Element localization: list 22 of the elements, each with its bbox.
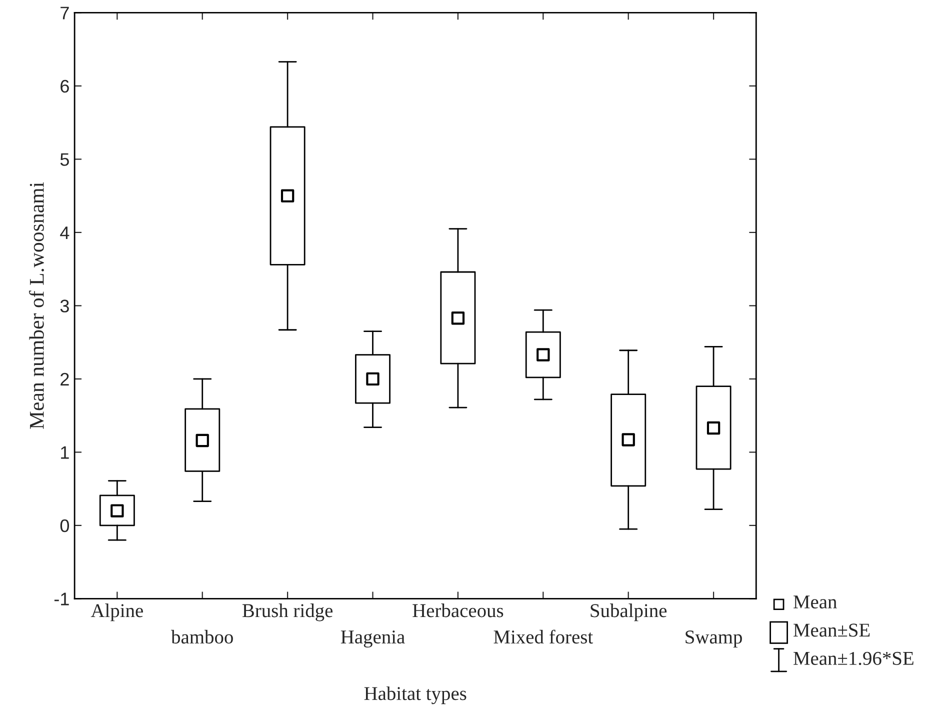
y-tick-label: 1 — [61, 446, 69, 459]
y-tick-label: 3 — [60, 300, 69, 312]
y-tick-label: -1 — [54, 592, 69, 606]
x-tick-label: Herbaceous — [412, 604, 504, 618]
y-tick-label: 0 — [60, 519, 70, 532]
text: Mean±SE — [794, 624, 870, 637]
y-tick-label: 4 — [60, 226, 70, 239]
y-tick-label: 5 — [60, 153, 69, 166]
x-tick-label: Hagenia — [340, 630, 405, 648]
x-tick-label: bamboo — [171, 630, 233, 644]
x-tick-label: Swamp — [686, 630, 742, 648]
y-tick-label: 6 — [60, 80, 69, 93]
text: Mean — [794, 596, 837, 608]
x-tick-label: Brush ridge — [242, 604, 333, 622]
x-tick-label: Alpine — [90, 604, 143, 622]
x-tick-label: Mixed forest — [494, 630, 593, 644]
x-tick-label: Subalpine — [590, 604, 667, 622]
y-tick-label: 2 — [60, 372, 69, 386]
x-axis-title: Habitat types — [364, 686, 466, 704]
y-axis-title: Mean number of L.woosnami — [29, 182, 44, 429]
text: Mean±1.96*SE — [794, 652, 914, 666]
y-tick-label: 7 — [60, 6, 69, 20]
